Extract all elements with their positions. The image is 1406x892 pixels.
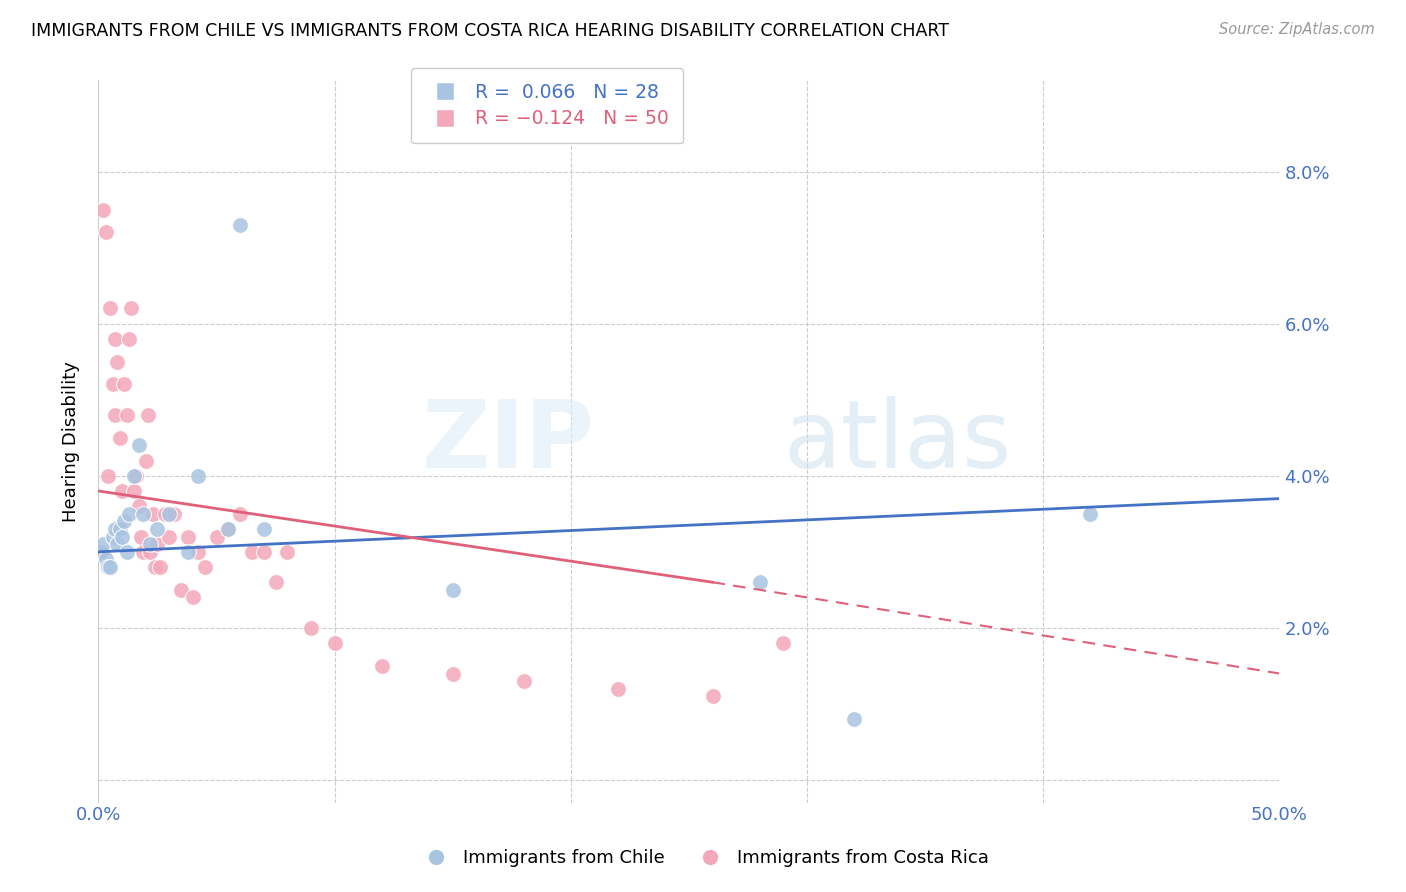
- Point: [129, 530, 152, 544]
- Point: [187, 468, 209, 483]
- Point: [194, 560, 217, 574]
- Point: [512, 674, 534, 689]
- Point: [104, 408, 127, 422]
- Point: [136, 408, 159, 422]
- Point: [118, 332, 141, 346]
- Point: [132, 507, 155, 521]
- Point: [112, 515, 135, 529]
- Point: [240, 545, 263, 559]
- Point: [104, 522, 127, 536]
- Point: [115, 545, 138, 559]
- Point: [115, 408, 138, 422]
- Point: [108, 522, 131, 536]
- Point: [121, 301, 143, 316]
- Point: [276, 545, 298, 559]
- Point: [122, 483, 145, 498]
- Point: [153, 507, 176, 521]
- Point: [101, 377, 124, 392]
- Point: [142, 507, 165, 521]
- Text: Source: ZipAtlas.com: Source: ZipAtlas.com: [1219, 22, 1375, 37]
- Point: [149, 560, 172, 574]
- Point: [253, 522, 276, 536]
- Point: [187, 545, 209, 559]
- Point: [441, 582, 464, 597]
- Point: [205, 530, 228, 544]
- Point: [163, 507, 186, 521]
- Point: [748, 575, 770, 590]
- Point: [111, 530, 134, 544]
- Point: [146, 537, 169, 551]
- Point: [98, 301, 121, 316]
- Text: atlas: atlas: [783, 395, 1012, 488]
- Point: [217, 522, 239, 536]
- Point: [177, 545, 200, 559]
- Point: [170, 582, 193, 597]
- Point: [135, 453, 157, 467]
- Point: [157, 530, 180, 544]
- Point: [111, 483, 134, 498]
- Point: [105, 354, 128, 368]
- Point: [229, 507, 252, 521]
- Point: [217, 522, 239, 536]
- Y-axis label: Hearing Disability: Hearing Disability: [62, 361, 80, 522]
- Point: [229, 218, 252, 232]
- Point: [104, 332, 127, 346]
- Point: [772, 636, 794, 650]
- Point: [607, 681, 630, 696]
- Point: [101, 530, 124, 544]
- Point: [94, 552, 117, 566]
- Text: 50.0%: 50.0%: [1251, 806, 1308, 824]
- Point: [105, 537, 128, 551]
- Text: IMMIGRANTS FROM CHILE VS IMMIGRANTS FROM COSTA RICA HEARING DISABILITY CORRELATI: IMMIGRANTS FROM CHILE VS IMMIGRANTS FROM…: [31, 22, 949, 40]
- Point: [91, 202, 114, 217]
- Text: 0.0%: 0.0%: [76, 806, 121, 824]
- Point: [108, 431, 131, 445]
- Point: [264, 575, 287, 590]
- Point: [177, 530, 200, 544]
- Point: [844, 712, 866, 726]
- Point: [128, 499, 150, 513]
- Point: [139, 537, 162, 551]
- Point: [702, 690, 724, 704]
- Point: [112, 377, 135, 392]
- Point: [143, 560, 166, 574]
- Point: [253, 545, 276, 559]
- Point: [90, 545, 112, 559]
- Legend: Immigrants from Chile, Immigrants from Costa Rica: Immigrants from Chile, Immigrants from C…: [411, 842, 995, 874]
- Point: [181, 591, 204, 605]
- Point: [139, 545, 162, 559]
- Point: [122, 468, 145, 483]
- Point: [97, 468, 120, 483]
- Point: [98, 560, 121, 574]
- Point: [157, 507, 180, 521]
- Text: ZIP: ZIP: [422, 395, 595, 488]
- Point: [128, 438, 150, 452]
- Point: [118, 507, 141, 521]
- Legend: R =  0.066   N = 28, R = −0.124   N = 50: R = 0.066 N = 28, R = −0.124 N = 50: [411, 68, 683, 144]
- Point: [90, 545, 112, 559]
- Point: [125, 468, 148, 483]
- Point: [146, 522, 169, 536]
- Point: [1080, 507, 1102, 521]
- Point: [371, 659, 394, 673]
- Point: [132, 545, 155, 559]
- Point: [441, 666, 464, 681]
- Point: [323, 636, 346, 650]
- Point: [94, 226, 117, 240]
- Point: [91, 537, 114, 551]
- Point: [299, 621, 322, 635]
- Point: [97, 560, 120, 574]
